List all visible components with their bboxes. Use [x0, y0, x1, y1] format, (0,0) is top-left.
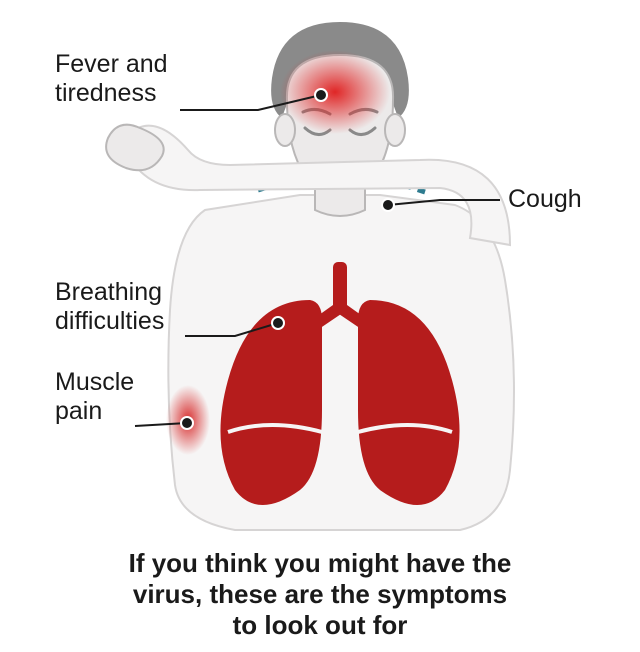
label-cough: Cough	[508, 185, 582, 214]
fever-glow	[280, 50, 390, 134]
label-breathing-difficulties: Breathing difficulties	[55, 278, 164, 336]
label-muscle-pain: Muscle pain	[55, 368, 134, 426]
label-fever-tiredness: Fever and tiredness	[55, 50, 168, 108]
neck	[315, 188, 365, 216]
caption-text: If you think you might have the virus, t…	[55, 548, 585, 641]
infographic-canvas: Fever and tiredness Cough Breathing diff…	[0, 0, 640, 652]
ear-left	[275, 114, 295, 146]
ear-right	[385, 114, 405, 146]
torso	[168, 195, 514, 530]
